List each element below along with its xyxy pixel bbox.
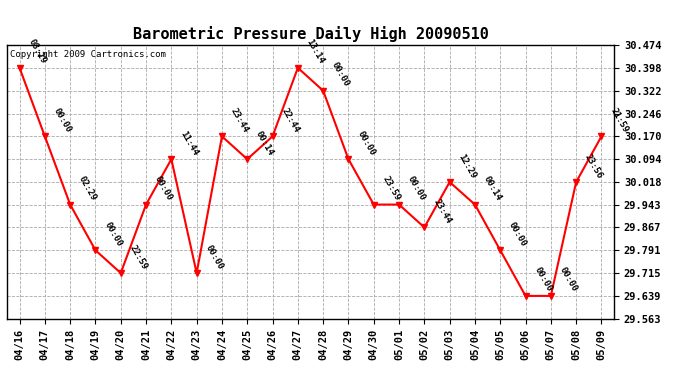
Text: 00:14: 00:14 (254, 129, 275, 157)
Text: 23:56: 23:56 (583, 152, 604, 180)
Text: 13:14: 13:14 (305, 38, 326, 66)
Text: 08:29: 08:29 (26, 38, 48, 66)
Text: 02:29: 02:29 (77, 175, 99, 202)
Text: 00:00: 00:00 (558, 266, 579, 294)
Text: 00:00: 00:00 (204, 243, 225, 271)
Text: 00:00: 00:00 (102, 220, 124, 248)
Text: 12:29: 12:29 (457, 152, 478, 180)
Text: 00:00: 00:00 (330, 61, 351, 88)
Text: 00:00: 00:00 (355, 129, 377, 157)
Text: Copyright 2009 Cartronics.com: Copyright 2009 Cartronics.com (10, 51, 166, 60)
Text: 00:00: 00:00 (52, 106, 73, 134)
Text: 00:14: 00:14 (482, 175, 503, 202)
Text: 23:44: 23:44 (229, 106, 250, 134)
Text: 11:44: 11:44 (178, 129, 199, 157)
Text: 00:00: 00:00 (153, 175, 175, 202)
Text: 00:00: 00:00 (533, 266, 554, 294)
Text: 22:59: 22:59 (128, 243, 149, 271)
Text: 00:00: 00:00 (406, 175, 427, 202)
Title: Barometric Pressure Daily High 20090510: Barometric Pressure Daily High 20090510 (132, 27, 489, 42)
Text: 23:44: 23:44 (431, 198, 453, 225)
Text: 00:00: 00:00 (507, 220, 529, 248)
Text: 23:59: 23:59 (381, 175, 402, 202)
Text: 22:44: 22:44 (279, 106, 301, 134)
Text: 21:59: 21:59 (609, 106, 630, 134)
